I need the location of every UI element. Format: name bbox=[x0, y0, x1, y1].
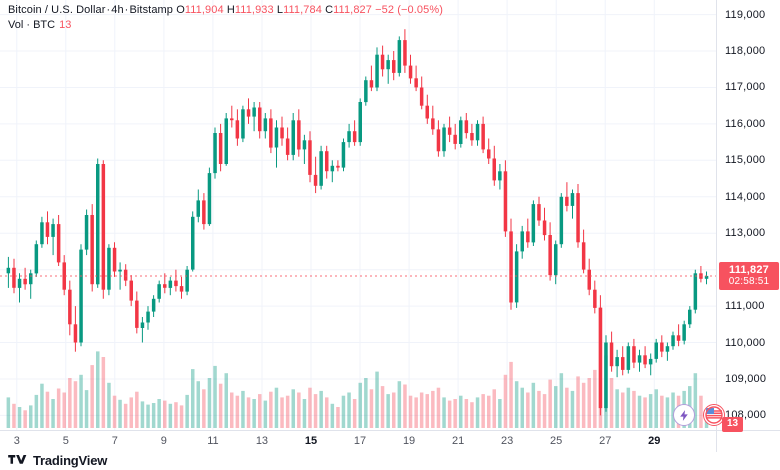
legend-sep-1: · bbox=[106, 4, 111, 16]
time-axis-label: 17 bbox=[353, 435, 367, 447]
legend-volume-row[interactable]: Vol · BTC 13 bbox=[8, 19, 443, 32]
legend-interval[interactable]: 4h bbox=[111, 4, 124, 16]
countdown-timer: 02:58:51 bbox=[728, 275, 770, 287]
current-price-value: 111,827 bbox=[729, 263, 769, 276]
price-axis[interactable]: 111,827 02:58:51 119,000 118,000 117,000 11… bbox=[716, 0, 780, 430]
tradingview-mark-icon bbox=[8, 454, 27, 464]
legend-symbol-row[interactable]: Bitcoin / U.S. Dollar·4h·Bitstamp O111,9… bbox=[8, 4, 443, 17]
price-axis-label: 118,000 bbox=[725, 45, 766, 58]
time-axis-label: 27 bbox=[599, 435, 612, 447]
axis-corner bbox=[716, 430, 780, 452]
time-axis-label: 29 bbox=[648, 435, 661, 447]
time-axis-label: 5 bbox=[62, 435, 69, 447]
price-axis-label: 114,000 bbox=[725, 190, 766, 203]
legend-open-value: 111,904 bbox=[184, 4, 224, 16]
time-axis-label: 7 bbox=[111, 435, 118, 447]
price-axis-label: 115,000 bbox=[725, 154, 766, 167]
legend-low-key: L bbox=[276, 4, 284, 16]
candlestick-canvas bbox=[0, 0, 716, 430]
current-price-badge: 111,827 02:58:51 bbox=[719, 261, 779, 290]
time-axis-label: 13 bbox=[255, 435, 269, 447]
legend-volume-label: Vol · BTC bbox=[8, 19, 56, 31]
legend-high-value: 111,933 bbox=[234, 4, 274, 16]
time-axis-label: 3 bbox=[13, 435, 20, 447]
legend-open-key: O bbox=[176, 4, 185, 16]
lightning-bolt-icon[interactable] bbox=[673, 404, 695, 426]
volume-value-badge: 13 bbox=[722, 417, 744, 432]
price-axis-label: 113,000 bbox=[725, 227, 766, 240]
tradingview-wordmark: TradingView bbox=[33, 453, 108, 468]
price-axis-label: 117,000 bbox=[725, 81, 766, 94]
price-axis-label: 111,000 bbox=[725, 300, 765, 313]
legend-exchange[interactable]: Bitstamp bbox=[129, 4, 174, 16]
legend-volume-value: 13 bbox=[59, 19, 72, 31]
chart-plot-area[interactable] bbox=[0, 0, 716, 430]
price-axis-label: 116,000 bbox=[725, 117, 766, 130]
time-axis-label: 9 bbox=[160, 435, 167, 447]
us-flag-icon[interactable] bbox=[703, 404, 725, 426]
legend-close-value: 111,827 bbox=[333, 4, 372, 16]
legend-symbol[interactable]: Bitcoin / U.S. Dollar bbox=[8, 4, 106, 16]
time-axis-label: 25 bbox=[550, 435, 563, 447]
time-axis-label: 11 bbox=[207, 435, 219, 447]
legend-close-key: C bbox=[325, 4, 334, 16]
legend-low-value: 111,784 bbox=[283, 4, 322, 16]
chart-legend: Bitcoin / U.S. Dollar·4h·Bitstamp O111,9… bbox=[8, 4, 443, 32]
price-axis-label: 109,000 bbox=[725, 372, 767, 385]
time-axis-label: 21 bbox=[451, 435, 465, 447]
time-axis-label: 23 bbox=[501, 435, 514, 447]
time-axis[interactable]: 3 5 7 9 11 13 15 17 19 21 23 25 27 29 bbox=[0, 430, 716, 452]
time-axis-label: 19 bbox=[402, 435, 416, 447]
legend-change: −52 (−0.05%) bbox=[375, 4, 444, 16]
price-axis-label: 119,000 bbox=[725, 8, 766, 21]
time-axis-label: 15 bbox=[304, 435, 318, 447]
price-axis-label: 110,000 bbox=[725, 336, 766, 349]
tradingview-logo[interactable]: TradingView bbox=[8, 453, 107, 468]
footer-bar: TradingView bbox=[0, 452, 780, 470]
legend-high-key: H bbox=[226, 4, 235, 16]
legend-sep-2: · bbox=[124, 4, 129, 16]
